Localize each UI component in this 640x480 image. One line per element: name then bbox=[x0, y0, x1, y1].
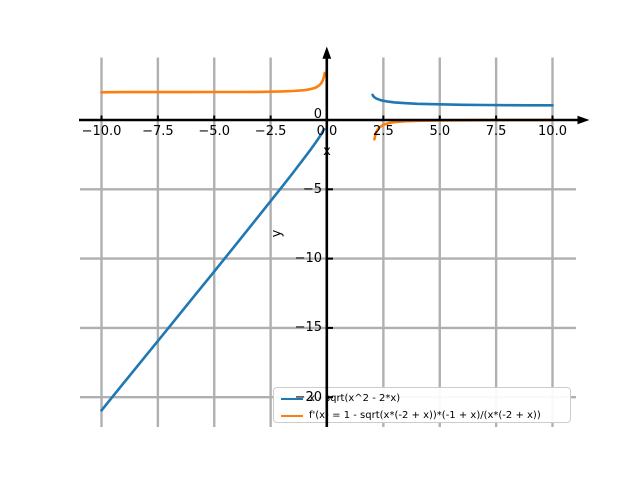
legend-label-function: x - sqrt(x^2 - 2*x) bbox=[309, 393, 401, 404]
x-tick-label: −7.5 bbox=[142, 123, 174, 139]
x-tick-label: 2.5 bbox=[373, 123, 394, 139]
curve-function bbox=[371, 93, 554, 107]
curve-function bbox=[100, 127, 326, 412]
x-tick-label: −10.0 bbox=[81, 123, 122, 139]
legend: x - sqrt(x^2 - 2*x) f'(x) = 1 - sqrt(x*(… bbox=[273, 387, 571, 423]
y-tick-label: −5 bbox=[302, 181, 322, 197]
x-tick-label: −2.5 bbox=[254, 123, 287, 139]
legend-entry-function: x - sqrt(x^2 - 2*x) bbox=[281, 392, 400, 406]
legend-line-sample-blue-icon bbox=[281, 398, 303, 400]
curve-derivative bbox=[373, 118, 554, 141]
y-tick-label: 0 bbox=[313, 106, 322, 122]
y-tick-label: −15 bbox=[294, 320, 322, 336]
legend-entry-derivative: f'(x) = 1 - sqrt(x*(-2 + x))*(-1 + x)/(x… bbox=[281, 409, 541, 423]
legend-label-derivative: f'(x) = 1 - sqrt(x*(-2 + x))*(-1 + x)/(x… bbox=[309, 410, 541, 421]
curve-derivative bbox=[100, 71, 327, 94]
x-axis-label: x bbox=[323, 144, 331, 159]
y-tick-label: −10 bbox=[294, 251, 322, 267]
x-tick-label: −5.0 bbox=[198, 123, 230, 139]
y-tick-label: −20 bbox=[294, 389, 322, 405]
x-tick-label: 10.0 bbox=[538, 123, 567, 139]
x-tick-label: 5.0 bbox=[429, 123, 451, 139]
x-tick-label: 0.0 bbox=[316, 123, 338, 139]
y-axis-label: y bbox=[269, 229, 285, 238]
legend-line-sample-orange-icon bbox=[281, 415, 303, 417]
x-tick-label: 7.5 bbox=[485, 123, 507, 139]
